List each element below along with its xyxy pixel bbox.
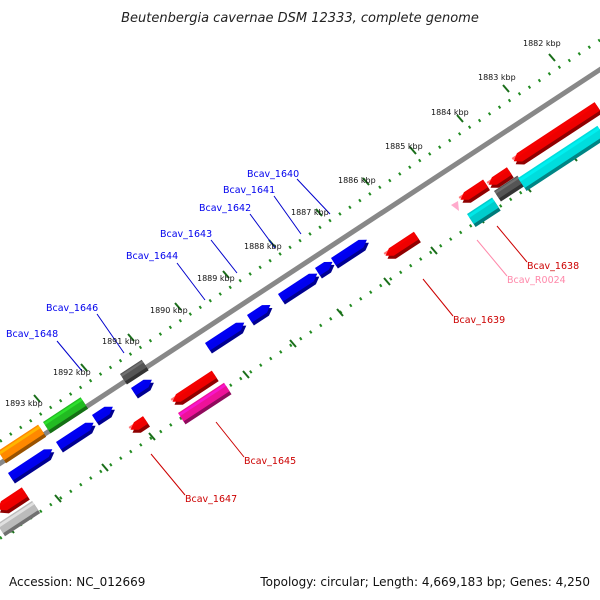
gene-label-Bcav_1641: Bcav_1641 xyxy=(223,185,275,196)
outer-tick-track xyxy=(0,38,600,444)
leader-Bcav_1641 xyxy=(273,195,302,235)
gene-Bcav_1644 xyxy=(205,322,247,354)
tick-label-kbp: 1888 kbp xyxy=(244,242,282,251)
outer-major-tick xyxy=(456,114,464,123)
feature-track xyxy=(0,102,600,537)
gene-Bcav_R0024 xyxy=(451,201,459,211)
leader-Bcav_1643 xyxy=(210,239,238,274)
gene-gray-edge xyxy=(0,500,41,537)
gene-label-Bcav_R0024: Bcav_R0024 xyxy=(507,275,566,286)
outer-major-tick xyxy=(362,177,370,186)
gene-labels: Bcav_1640 Bcav_1641 Bcav_1642 Bcav_1643 Bcav… xyxy=(6,169,579,505)
outer-major-tick xyxy=(127,333,135,342)
gene-label-Bcav_1640: Bcav_1640 xyxy=(247,169,299,180)
leader-Bcav_1647 xyxy=(150,453,186,496)
inner-major-tick xyxy=(54,494,62,503)
leader-Bcav_1648 xyxy=(56,340,83,372)
leader-Bcav_1646 xyxy=(96,313,125,354)
gene-label-Bcav_1644: Bcav_1644 xyxy=(126,251,178,262)
inner-major-tick xyxy=(148,432,156,441)
outer-major-tick xyxy=(315,208,323,217)
tick-label-kbp: 1893 kbp xyxy=(5,399,43,408)
gene-label-Bcav_1646: Bcav_1646 xyxy=(46,303,98,314)
outer-major-tick xyxy=(174,302,182,311)
map-title: Beutenbergia cavernae DSM 12333, complet… xyxy=(121,11,479,26)
gene-label-Bcav_1647: Bcav_1647 xyxy=(185,494,237,505)
gene-label-Bcav_1638: Bcav_1638 xyxy=(527,261,579,272)
tick-label-kbp: 1889 kbp xyxy=(197,274,235,283)
gene-green xyxy=(43,397,89,434)
tick-label-kbp: 1882 kbp xyxy=(523,39,561,48)
tick-label-kbp: 1887 kbp xyxy=(291,208,329,217)
gene-Bcav_1638-long xyxy=(511,102,600,165)
leader-Bcav_1644 xyxy=(176,262,206,301)
gene-Bcav_1646 xyxy=(131,379,154,399)
tick-label-kbp: 1892 kbp xyxy=(53,368,91,377)
outer-major-tick xyxy=(502,84,510,93)
outer-major-tick xyxy=(409,146,417,155)
gene-label-Bcav_1645: Bcav_1645 xyxy=(244,456,296,467)
tick-label-kbp: 1884 kbp xyxy=(431,108,469,117)
gene-cyan-long xyxy=(518,125,600,191)
gene-orange xyxy=(0,424,47,464)
leader-Bcav_1640 xyxy=(296,178,331,215)
inner-major-tick xyxy=(336,308,344,317)
gene-Bcav_1639 xyxy=(383,231,421,259)
outer-major-tick xyxy=(222,270,230,279)
leader-Bcav_1638 xyxy=(496,225,528,263)
inner-major-tick xyxy=(101,463,109,472)
gene-label-Bcav_1639: Bcav_1639 xyxy=(453,315,505,326)
inner-major-tick xyxy=(430,246,438,255)
leader-Bcav_1639 xyxy=(422,278,454,317)
gene-Bcav_1640 xyxy=(331,239,369,269)
inner-major-tick xyxy=(289,339,297,348)
genome-backbone xyxy=(0,66,600,467)
tick-label-kbp: 1890 kbp xyxy=(150,306,188,315)
outer-major-tick xyxy=(80,363,88,372)
gene-cyan-short xyxy=(467,197,501,227)
gene-Bcav_1645-red xyxy=(170,370,219,405)
gene-Bcav_1641 xyxy=(315,261,335,279)
gene-gray-1638 xyxy=(494,175,525,202)
gene-Bcav_1645-pink xyxy=(178,382,232,425)
gene-Bcav_1643 xyxy=(247,305,273,326)
inner-major-tick xyxy=(242,370,250,379)
inner-major-tick xyxy=(383,277,391,286)
gene-Bcav_1638-a xyxy=(458,179,490,203)
gene-Bcav_1648-b xyxy=(56,422,96,453)
gene-Bcav_1638-b xyxy=(486,167,514,188)
gene-Bcav_1647 xyxy=(128,416,150,433)
tick-label-kbp: 1883 kbp xyxy=(478,73,516,82)
gene-label-Bcav_1643: Bcav_1643 xyxy=(160,229,212,240)
leader-Bcav_R0024 xyxy=(476,239,508,277)
genome-summary-text: Topology: circular; Length: 4,669,183 bp… xyxy=(260,575,590,589)
tick-label-kbp: 1886 kbp xyxy=(338,176,376,185)
tick-labels: 1882 kbp 1883 kbp 1884 kbp 1885 kbp 1886 kbp… xyxy=(5,39,561,408)
tick-label-kbp: 1891 kbp xyxy=(102,337,140,346)
gene-Bcav_1648-c xyxy=(8,449,55,484)
accession-text: Accession: NC_012669 xyxy=(9,575,146,589)
tick-label-kbp: 1885 kbp xyxy=(385,142,423,151)
gene-Bcav_1642 xyxy=(278,273,320,305)
backbone-line xyxy=(0,66,600,467)
leader-Bcav_1645 xyxy=(215,421,245,458)
label-leaders xyxy=(56,178,528,496)
gene-label-Bcav_1648: Bcav_1648 xyxy=(6,329,58,340)
gene-Bcav_1648-a xyxy=(92,406,115,426)
gene-red-edge xyxy=(0,487,30,514)
inner-tick-line xyxy=(0,138,600,541)
inner-tick-track xyxy=(0,138,600,541)
outer-major-tick xyxy=(548,53,556,62)
leader-Bcav_1642 xyxy=(249,213,276,249)
outer-tick-line xyxy=(0,38,600,444)
gene-gray-1646 xyxy=(120,359,149,385)
gene-label-Bcav_1642: Bcav_1642 xyxy=(199,203,251,214)
outer-major-tick xyxy=(33,394,41,403)
